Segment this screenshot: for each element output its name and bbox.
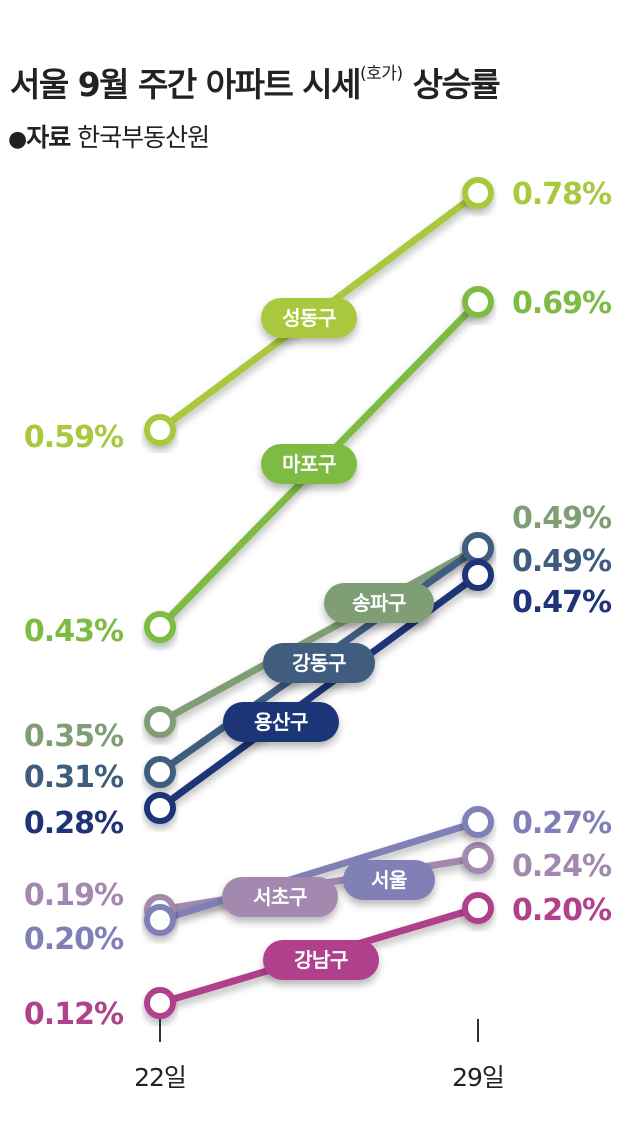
data-label: 0.24%: [512, 849, 612, 884]
data-label: 0.43%: [24, 614, 124, 649]
data-label: 0.69%: [512, 286, 612, 321]
data-label: 0.20%: [24, 922, 124, 957]
data-point-marker: [144, 611, 176, 643]
series-label-pill: [343, 860, 435, 900]
series-label: 서울: [371, 868, 407, 892]
chart-title: 서울 9월 주간 아파트 시세(호가) 상승률: [10, 58, 501, 106]
data-label: 0.20%: [512, 893, 612, 928]
data-point-marker: [462, 892, 494, 924]
series-label: 서초구: [253, 885, 307, 909]
series-line: [156, 818, 482, 924]
data-point-marker: [144, 792, 176, 824]
data-point-marker: [144, 706, 176, 738]
bullet-icon: ●: [8, 127, 27, 152]
data-point-marker: [462, 559, 494, 591]
source-line: ●자료 한국부동산원: [8, 118, 210, 154]
series-label-pill: [222, 877, 338, 917]
x-tick-label: 29일: [452, 1063, 504, 1092]
data-point-marker: [462, 806, 494, 838]
data-point-marker: [462, 842, 494, 874]
data-label: 0.59%: [24, 420, 124, 455]
series-label-pill: [263, 940, 379, 980]
series-label: 성동구: [282, 306, 336, 330]
data-point-marker: [144, 987, 176, 1019]
data-point-marker: [144, 756, 176, 788]
series-label-pill: [261, 444, 357, 484]
series-label: 용산구: [254, 710, 308, 734]
series-label: 강남구: [294, 948, 348, 972]
data-label: 0.19%: [24, 878, 124, 913]
series-label: 마포구: [282, 452, 336, 476]
data-label: 0.28%: [24, 806, 124, 841]
title-sup: (호가): [360, 64, 403, 84]
series-label-pill: [324, 583, 434, 623]
data-point-marker: [462, 286, 494, 318]
source-label: 자료: [26, 123, 71, 152]
series-line: [156, 544, 482, 726]
data-label: 0.49%: [512, 544, 612, 579]
data-label: 0.31%: [24, 760, 124, 795]
title-end: 상승률: [412, 65, 501, 104]
data-label: 0.47%: [512, 585, 612, 620]
series-label: 송파구: [352, 591, 406, 615]
data-point-marker: [462, 532, 494, 564]
series-label-pill: [261, 298, 357, 338]
series-label-pill: [263, 643, 375, 683]
data-point-marker: [462, 177, 494, 209]
series-label: 강동구: [292, 651, 346, 675]
series-label-pill: [223, 702, 339, 742]
title-main: 서울 9월 주간 아파트 시세: [10, 65, 362, 104]
x-tick-label: 22일: [134, 1063, 186, 1092]
data-label: 0.49%: [512, 501, 612, 536]
data-point-marker: [144, 414, 176, 446]
source-name: 한국부동산원: [77, 123, 210, 152]
data-point-marker: [144, 904, 176, 936]
data-label: 0.12%: [24, 997, 124, 1032]
data-label: 0.78%: [512, 177, 612, 212]
data-label: 0.35%: [24, 719, 124, 754]
data-label: 0.27%: [512, 806, 612, 841]
